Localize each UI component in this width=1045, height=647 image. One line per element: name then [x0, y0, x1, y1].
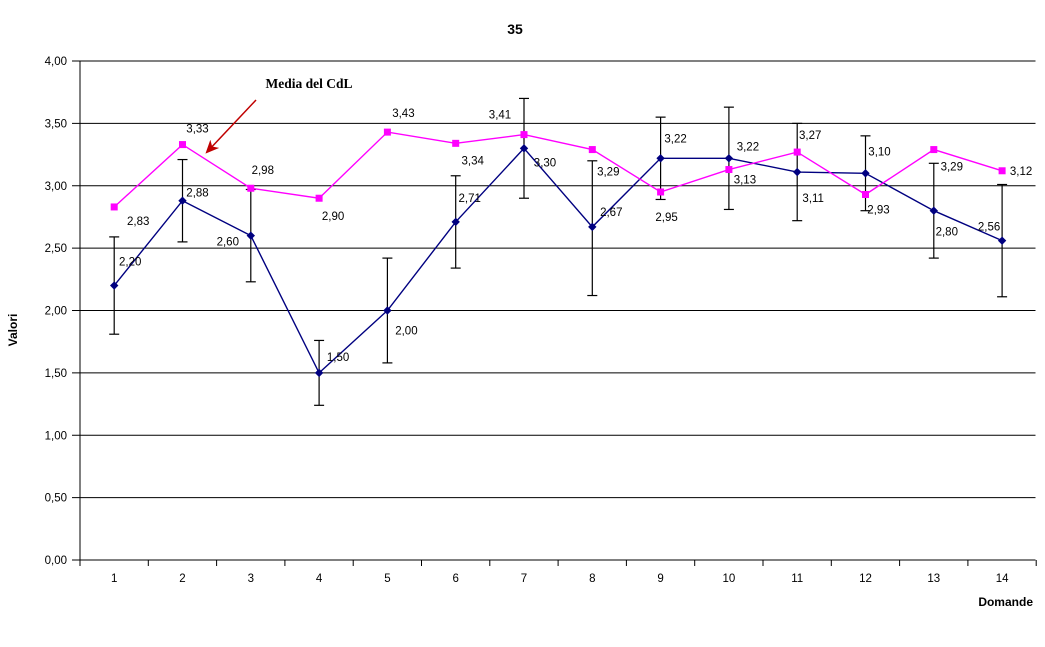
x-category-label: 7	[521, 573, 527, 585]
data-point-marker-cdl-average-series	[998, 167, 1006, 175]
data-point-marker-cdl-average-series	[725, 166, 733, 174]
data-point-marker-course-series	[588, 222, 597, 232]
data-point-marker-cdl-average-series	[452, 139, 460, 147]
data-point-marker-course-series	[793, 167, 802, 177]
data-point-label-cdl-average-series: 3,43	[392, 108, 414, 120]
y-tick-label: 1,50	[45, 368, 67, 380]
error-bars	[109, 97, 1008, 406]
x-axis-title: Domande	[978, 595, 1033, 609]
x-category-label: 9	[657, 573, 663, 585]
data-point-label-course-series: 3,22	[737, 141, 759, 153]
y-tick-label: 1,00	[45, 430, 67, 442]
x-category-label: 4	[316, 573, 323, 585]
data-point-marker-cdl-average-series	[793, 148, 801, 156]
x-category-label: 3	[248, 573, 254, 585]
data-point-marker-cdl-average-series	[520, 131, 528, 139]
data-point-marker-course-series	[997, 236, 1007, 245]
data-point-marker-course-series	[110, 281, 119, 290]
data-point-marker-course-series	[451, 217, 460, 227]
data-point-label-course-series: 2,71	[459, 193, 481, 205]
data-point-label-cdl-average-series: 3,29	[597, 167, 619, 179]
data-point-marker-course-series	[724, 154, 734, 163]
data-point-label-cdl-average-series: 2,90	[322, 211, 344, 223]
data-point-marker-course-series	[861, 169, 870, 178]
data-point-label-course-series: 3,11	[802, 193, 824, 205]
y-tick-label: 0,00	[45, 555, 67, 567]
data-point-marker-cdl-average-series	[247, 184, 255, 192]
y-tick-label: 4,00	[45, 56, 67, 68]
data-point-label-course-series: 2,56	[978, 222, 1000, 234]
data-point-marker-cdl-average-series	[588, 146, 596, 154]
data-point-label-course-series: 1,50	[327, 352, 349, 364]
data-point-marker-cdl-average-series	[179, 141, 186, 149]
series-lines	[110, 128, 1007, 378]
series-line-course-series	[113, 147, 1003, 375]
x-category-label: 14	[996, 573, 1009, 585]
gridlines	[80, 60, 1036, 561]
data-point-label-course-series: 2,00	[395, 326, 417, 338]
data-point-label-cdl-average-series: 3,27	[799, 130, 821, 142]
data-point-marker-cdl-average-series	[383, 128, 391, 136]
axes	[72, 60, 1037, 566]
y-tick-label: 2,50	[45, 243, 67, 255]
x-category-label: 6	[452, 573, 458, 585]
data-point-label-course-series: 2,67	[600, 207, 622, 219]
data-point-label-course-series: 3,30	[534, 157, 556, 169]
data-point-marker-cdl-average-series	[657, 188, 665, 196]
data-point-label-course-series: 2,60	[217, 237, 239, 249]
data-point-marker-course-series	[246, 231, 255, 240]
data-point-label-cdl-average-series: 3,13	[734, 175, 756, 187]
data-point-label-cdl-average-series: 3,29	[941, 162, 963, 174]
x-category-label: 13	[927, 573, 940, 585]
y-tick-labels: 4,00 3,50 3,00 2,50 2,00 1,50 1,00 0,50 0,00	[45, 56, 67, 567]
data-point-label-cdl-average-series: 2,83	[127, 216, 149, 228]
data-point-label-cdl-average-series: 2,95	[655, 212, 677, 224]
data-point-label-cdl-average-series: 3,12	[1010, 166, 1032, 178]
x-category-label: 10	[723, 573, 736, 585]
series-line-cdl-average-series	[113, 131, 1003, 208]
data-point-label-cdl-average-series: 3,34	[462, 155, 485, 167]
data-point-label-course-series: 3,10	[868, 146, 890, 158]
data-point-marker-cdl-average-series	[315, 194, 323, 202]
data-point-label-course-series: 2,20	[119, 257, 141, 269]
data-labels: 2,20 2,88 2,60 1,50 2,00 2,71 3,30 2,67 3,22 3,22…	[119, 108, 1032, 364]
data-point-marker-course-series	[656, 154, 665, 163]
x-category-label: 11	[791, 573, 803, 585]
data-point-label-cdl-average-series: 2,98	[252, 165, 274, 177]
data-point-label-cdl-average-series: 2,93	[867, 204, 889, 216]
x-category-label: 1	[111, 573, 117, 585]
x-category-label: 2	[179, 573, 185, 585]
x-category-label: 8	[589, 573, 595, 585]
y-tick-label: 2,00	[45, 306, 67, 318]
data-point-label-cdl-average-series: 3,41	[489, 110, 511, 122]
data-point-marker-course-series	[383, 306, 392, 315]
x-category-label: 12	[859, 573, 872, 585]
y-tick-label: 3,50	[45, 118, 67, 130]
data-point-label-course-series: 2,80	[936, 227, 958, 239]
x-tick-labels: 1 2 3 4 5 6 7 8 9 10 11 12 13 14	[111, 573, 1009, 585]
data-point-label-cdl-average-series: 3,33	[186, 124, 208, 136]
data-point-marker-cdl-average-series	[110, 203, 118, 211]
data-point-marker-course-series	[519, 144, 529, 153]
series-annotation-label: Media del CdL	[265, 76, 352, 91]
data-point-label-course-series: 2,88	[186, 188, 208, 200]
y-tick-label: 0,50	[45, 493, 67, 505]
chart-title: 35	[507, 21, 523, 37]
y-tick-label: 3,00	[45, 181, 67, 193]
annotation-arrow	[205, 99, 257, 154]
data-point-marker-course-series	[314, 368, 324, 378]
x-category-label: 5	[384, 573, 390, 585]
data-point-label-course-series: 3,22	[664, 133, 686, 145]
y-axis-title: Valori	[6, 314, 20, 347]
data-point-marker-course-series	[178, 196, 187, 205]
data-point-marker-cdl-average-series	[862, 190, 869, 198]
data-point-marker-course-series	[929, 206, 938, 215]
data-point-marker-cdl-average-series	[930, 146, 938, 154]
